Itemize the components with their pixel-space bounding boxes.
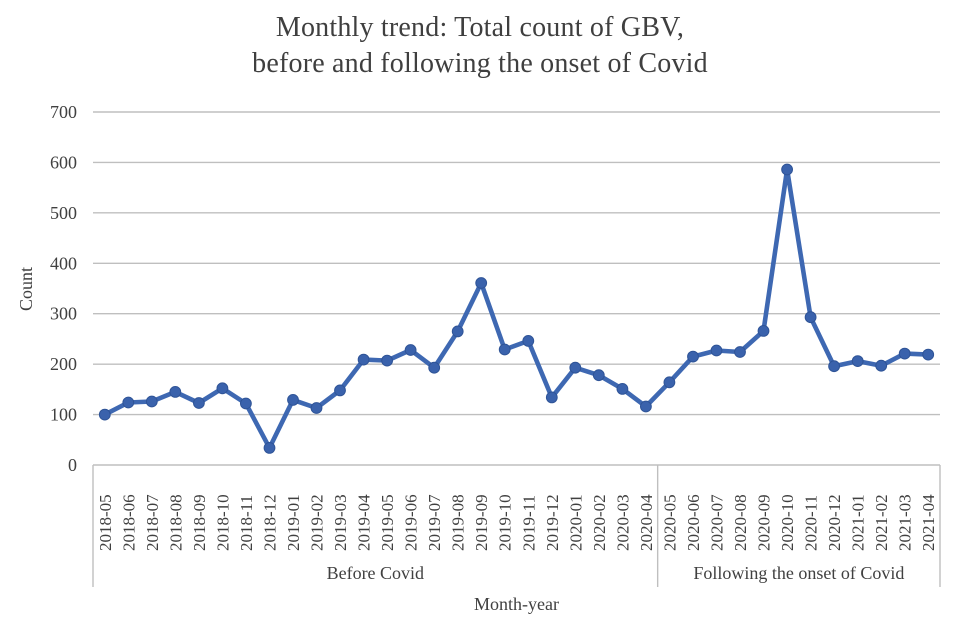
data-point [616,383,629,395]
data-point [310,402,323,414]
x-tick-label: 2018-05 [96,494,115,551]
data-point [287,394,299,406]
x-tick-label: 2020-09 [755,494,774,551]
data-point [169,386,182,398]
x-tick-label: 2018-09 [190,494,209,551]
data-point [334,384,346,397]
data-point [640,400,652,413]
x-tick-label: 2018-11 [237,495,256,551]
data-point [98,408,111,421]
data-point [475,277,488,289]
y-axis-title: Count [16,267,36,311]
y-tick-label: 100 [50,405,77,425]
data-point [804,311,817,324]
data-point [522,335,535,347]
x-tick-label: 2020-07 [707,494,726,551]
data-point [240,397,252,410]
x-axis-title: Month-year [474,594,559,614]
x-tick-label: 2020-10 [778,494,797,551]
x-tick-label: 2019-04 [355,494,374,551]
data-point [404,344,417,356]
y-tick-label: 500 [50,203,77,223]
data-point [451,325,464,338]
x-tick-label: 2020-12 [825,494,844,551]
data-point [687,350,699,363]
x-tick-label: 2019-05 [378,494,397,551]
x-tick-label: 2018-12 [260,494,279,551]
x-tick-label: 2021-03 [896,494,915,551]
data-point [922,348,935,361]
data-point [216,382,229,395]
data-point [263,442,276,454]
data-point [663,376,676,389]
y-tick-label: 700 [50,102,77,122]
x-tick-label: 2020-01 [566,494,585,551]
group-label-1: Following the onset of Covid [693,563,904,583]
x-tick-label: 2020-11 [802,495,821,551]
data-point [875,359,888,372]
data-point [828,360,840,373]
x-tick-label: 2020-08 [731,494,750,551]
y-tick-label: 400 [50,253,77,273]
y-tick-label: 0 [68,455,77,475]
x-tick-label: 2018-07 [143,494,162,551]
x-tick-label: 2019-03 [331,494,350,551]
data-point [357,353,370,366]
x-tick-label: 2019-06 [402,494,421,551]
x-tick-label: 2019-02 [308,494,327,551]
chart-title-line2: before and following the onset of Covid [252,48,708,79]
chart-title-line1: Monthly trend: Total count of GBV, [275,12,685,43]
x-tick-label: 2018-08 [166,494,185,551]
x-tick-label: 2020-02 [590,494,609,551]
x-tick-label: 2020-03 [613,494,632,551]
data-point [757,325,770,337]
x-tick-label: 2021-01 [849,494,868,551]
x-tick-label: 2020-05 [660,494,679,551]
x-tick-label: 2019-11 [519,495,538,551]
x-tick-label: 2018-10 [213,494,232,551]
data-point [428,361,441,374]
data-point [851,355,864,368]
data-point [498,343,511,356]
y-tick-label: 300 [50,304,77,324]
x-tick-label: 2019-07 [425,494,444,551]
x-tick-label: 2018-06 [119,494,138,551]
data-point [193,397,205,409]
x-tick-label: 2020-06 [684,494,703,551]
data-point [381,354,394,367]
data-point [145,395,158,408]
x-tick-label: 2021-04 [919,494,938,551]
chart-title: Monthly trend: Total count of GBV, befor… [0,10,960,82]
data-point [898,347,911,360]
x-tick-label: 2021-02 [872,494,891,551]
x-tick-label: 2020-04 [637,494,656,551]
data-line [102,167,931,451]
data-point [592,369,605,382]
data-point [734,346,746,358]
x-tick-label: 2019-09 [472,494,491,551]
data-point [545,391,558,404]
y-tick-label: 200 [50,354,77,374]
group-label-0: Before Covid [327,563,424,583]
data-point [781,163,793,176]
y-tick-label: 600 [50,152,77,172]
data-point [122,396,135,409]
x-tick-label: 2019-08 [449,494,468,551]
x-tick-label: 2019-01 [284,494,303,551]
data-point [569,361,582,374]
x-tick-label: 2019-12 [543,494,562,551]
data-point [710,344,723,357]
x-tick-label: 2019-10 [496,494,515,551]
